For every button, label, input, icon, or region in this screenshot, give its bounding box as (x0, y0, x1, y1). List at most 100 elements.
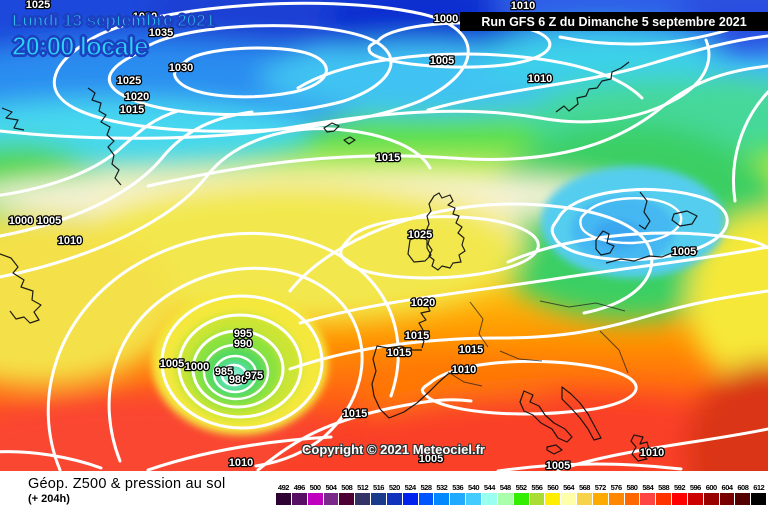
geopotential-color-blobs (0, 0, 768, 471)
scale-cell-556: 556 (529, 483, 545, 505)
validity-time: 20:00 locale (11, 30, 149, 62)
scale-value: 560 (547, 483, 559, 492)
scale-swatch (513, 493, 529, 505)
pressure-label-1025: 1025 (26, 0, 50, 11)
scale-value: 572 (594, 483, 607, 492)
scale-swatch (545, 493, 561, 505)
pressure-label-1010: 1010 (528, 73, 552, 85)
scale-cell-512: 512 (355, 483, 371, 505)
legend-title: Géop. Z500 & pression au sol (28, 476, 226, 492)
pressure-label-1025: 1025 (408, 229, 432, 241)
scale-swatch (735, 493, 751, 505)
scale-value: 580 (626, 483, 638, 492)
pressure-label-1025: 1025 (117, 75, 141, 87)
scale-swatch (434, 493, 450, 505)
scale-cell-564: 564 (561, 483, 577, 505)
pressure-label-1035: 1035 (149, 27, 173, 39)
scale-swatch (450, 493, 466, 505)
pressure-label-1015: 1015 (459, 344, 483, 356)
scale-swatch (418, 493, 434, 505)
isobar-contour-lines (0, 1, 768, 471)
scale-value: 496 (293, 483, 306, 492)
scale-swatch (481, 493, 497, 505)
geopotential-color-scale: 492 496 500 504 508 512 516 520 524 528 532 536 540 5… (276, 483, 767, 505)
scale-value: 536 (452, 483, 464, 492)
scale-cell-492: 492 (276, 483, 291, 505)
scale-swatch (307, 493, 323, 505)
scale-swatch (624, 493, 640, 505)
map-legend: Géop. Z500 & pression au sol (+ 204h) (28, 476, 225, 505)
pressure-label-1015: 1015 (376, 152, 400, 164)
pressure-label-1000: 1000 (434, 13, 458, 25)
pressure-labels: 1025103010351030102510201015100010051010… (7, 0, 697, 471)
coastlines (0, 61, 699, 462)
legend-bar: Géop. Z500 & pression au sol (+ 204h) 49… (0, 471, 768, 512)
pressure-label-1005: 1005 (430, 55, 454, 67)
pressure-label-1010: 1010 (511, 0, 535, 12)
pressure-label-1010: 1010 (640, 447, 664, 459)
scale-swatch (323, 493, 339, 505)
scale-cell-588: 588 (656, 483, 672, 505)
scale-value: 596 (689, 483, 702, 492)
scale-swatch (577, 493, 592, 505)
scale-swatch (402, 493, 418, 505)
pressure-label-1010: 1010 (58, 235, 82, 247)
pressure-label-985: 985 (215, 366, 233, 378)
scale-swatch (672, 493, 687, 505)
scale-value: 504 (325, 483, 337, 492)
pressure-label-1020: 1020 (411, 297, 435, 309)
scale-cell-596: 596 (687, 483, 703, 505)
pressure-label-1010: 1010 (452, 364, 476, 376)
scale-swatch (656, 493, 672, 505)
scale-cell-608: 608 (735, 483, 751, 505)
scale-swatch (466, 493, 481, 505)
scale-cell-600: 600 (703, 483, 719, 505)
scale-value: 604 (721, 483, 734, 492)
scale-cell-612: 612 (751, 483, 767, 505)
scale-swatch (276, 493, 291, 505)
scale-swatch (751, 493, 767, 505)
scale-value: 548 (499, 483, 512, 492)
scale-value: 564 (563, 483, 575, 492)
scale-swatch (291, 493, 307, 505)
scale-swatch (640, 493, 656, 505)
scale-cell-548: 548 (497, 483, 513, 505)
scale-swatch (339, 493, 355, 505)
pressure-label-990: 990 (234, 338, 252, 350)
validity-datetime: Lundi 13 septembre 2021 20:00 locale (11, 10, 216, 62)
scale-value: 520 (388, 483, 401, 492)
scale-value: 600 (705, 483, 718, 492)
scale-value: 492 (277, 483, 290, 492)
weather-map: 1025 1030 1035 1030 1025 1020 1015 1000 1005 1010… (0, 0, 768, 471)
scale-swatch (703, 493, 719, 505)
scale-value: 516 (372, 483, 385, 492)
scale-swatch (497, 493, 513, 505)
scale-cell-516: 516 (371, 483, 386, 505)
scale-value: 528 (420, 483, 433, 492)
scale-value: 540 (468, 483, 480, 492)
pressure-label-1005: 1005 (546, 460, 570, 471)
scale-cell-540: 540 (466, 483, 481, 505)
scale-cell-592: 592 (672, 483, 687, 505)
scale-cell-572: 572 (592, 483, 608, 505)
scale-swatch (371, 493, 386, 505)
scale-swatch (687, 493, 703, 505)
legend-forecast-hour: (+ 204h) (28, 493, 70, 505)
scale-value: 608 (737, 483, 749, 492)
pressure-label-1020: 1020 (125, 91, 149, 103)
scale-cell-576: 576 (608, 483, 624, 505)
scale-value: 592 (674, 483, 686, 492)
scale-cell-508: 508 (339, 483, 355, 505)
validity-date: Lundi 13 septembre 2021 (11, 10, 216, 31)
model-run-info: Run GFS 6 Z du Dimanche 5 septembre 2021 (460, 12, 768, 31)
scale-swatch (608, 493, 624, 505)
scale-value: 500 (309, 483, 322, 492)
scale-cell-532: 532 (434, 483, 450, 505)
pressure-label-1010: 1010 (229, 457, 253, 469)
scale-cell-568: 568 (577, 483, 592, 505)
scale-swatch (592, 493, 608, 505)
scale-value: 544 (483, 483, 496, 492)
pressure-label-1000: 1000 (9, 215, 33, 227)
scale-cell-560: 560 (545, 483, 561, 505)
